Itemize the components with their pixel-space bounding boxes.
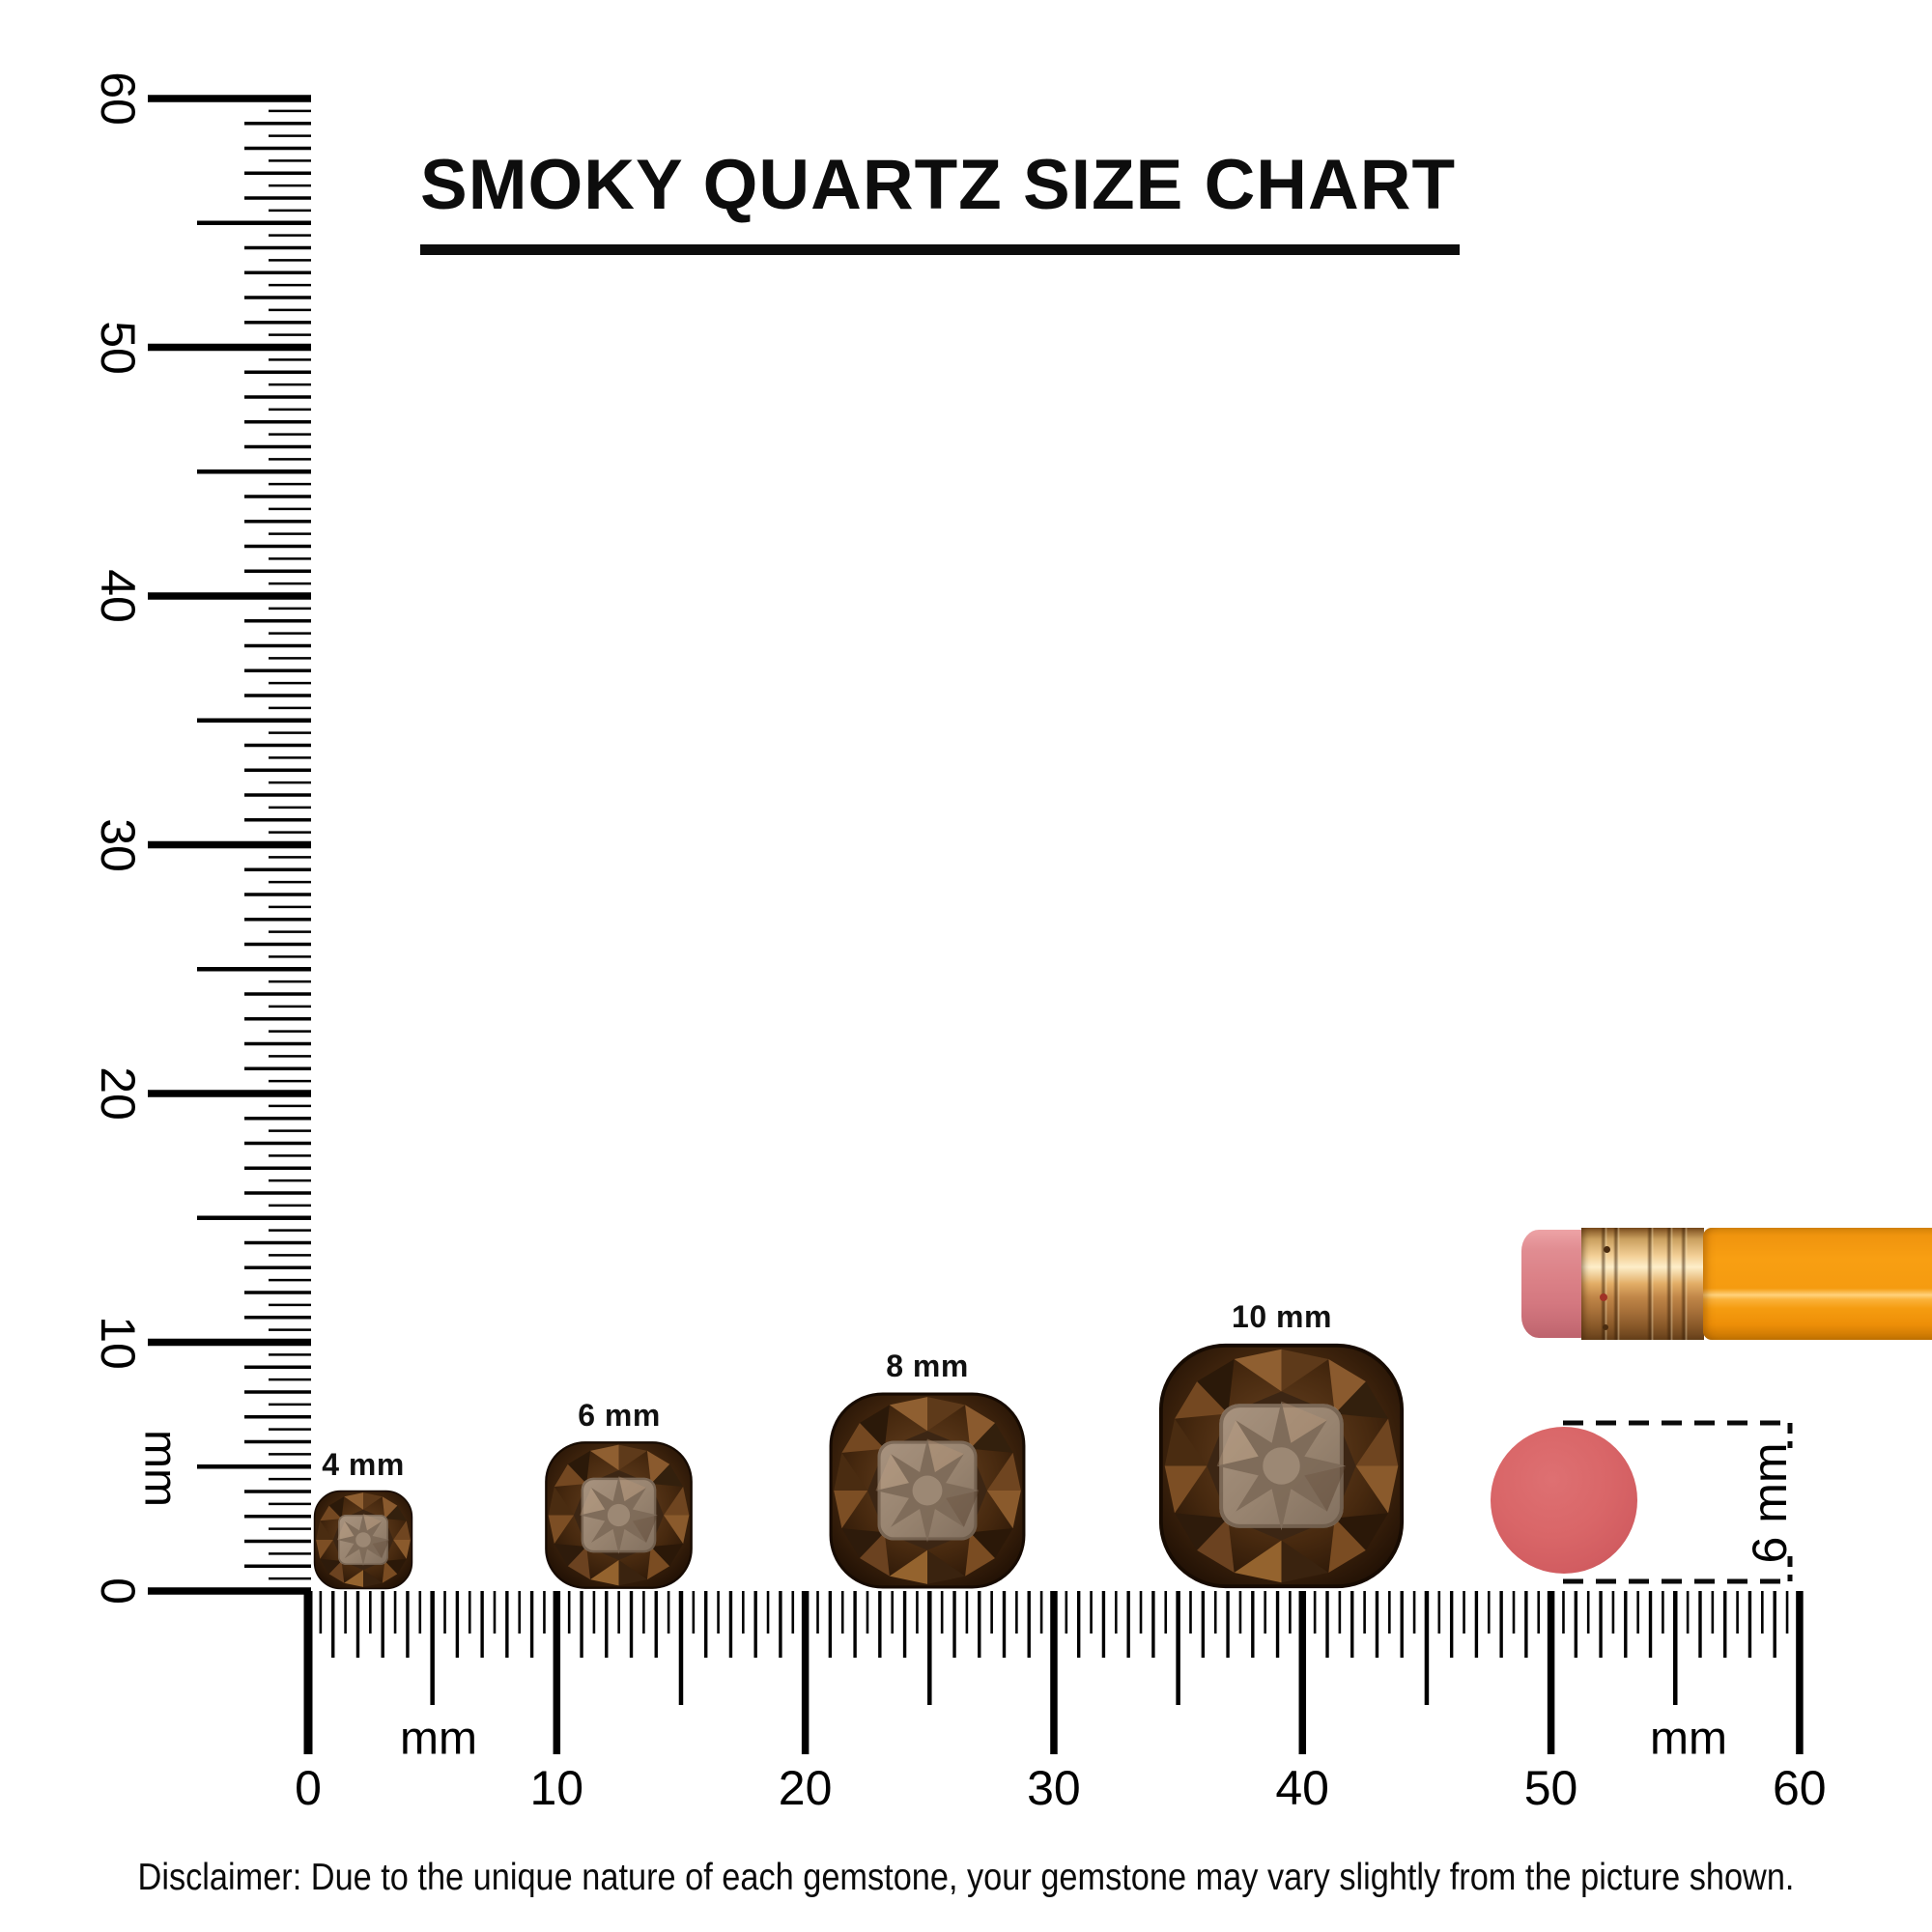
eraser-disc — [1491, 1427, 1637, 1574]
vertical-ruler-label: 20 — [91, 1066, 145, 1121]
ferrule-rivet — [1603, 1324, 1608, 1330]
horizontal-ruler-label: 50 — [1523, 1761, 1578, 1815]
ferrule-crimp — [1601, 1228, 1607, 1340]
gem-size-label-8mm: 8 mm — [886, 1349, 969, 1383]
vertical-ruler — [148, 95, 311, 1595]
gem-10mm — [1158, 1343, 1405, 1589]
horizontal-ruler-unit-left: mm — [400, 1713, 477, 1765]
horizontal-ruler-label: 0 — [295, 1761, 322, 1815]
eraser-dimension-label: 6 mm — [1743, 1442, 1797, 1564]
horizontal-ruler-label: 40 — [1275, 1761, 1329, 1815]
vertical-ruler-label: 0 — [91, 1577, 145, 1605]
gem-size-label-10mm: 10 mm — [1232, 1299, 1332, 1334]
ferrule-crimp — [1613, 1228, 1620, 1340]
ferrule-crimp — [1681, 1228, 1688, 1340]
gem-size-label-6mm: 6 mm — [578, 1398, 661, 1433]
gem-size-label-4mm: 4 mm — [322, 1447, 405, 1482]
ferrule-crimp — [1666, 1228, 1673, 1340]
vertical-ruler-label: 30 — [91, 817, 145, 872]
horizontal-ruler-label: 60 — [1772, 1761, 1827, 1815]
ferrule-rivet — [1600, 1293, 1607, 1301]
vertical-ruler-unit: mm — [134, 1430, 186, 1507]
pencil-body — [1703, 1228, 1932, 1340]
gem-8mm — [829, 1392, 1026, 1589]
pencil-ferrule — [1581, 1228, 1704, 1340]
eraser-dimension-lines — [1563, 1420, 1793, 1584]
disclaimer-text: Disclaimer: Due to the unique nature of … — [137, 1857, 1795, 1898]
gem-6mm — [545, 1441, 693, 1589]
horizontal-ruler — [303, 1591, 1804, 1754]
vertical-ruler-label: 50 — [91, 320, 145, 375]
horizontal-ruler-label: 10 — [529, 1761, 584, 1815]
horizontal-ruler-label: 20 — [778, 1761, 833, 1815]
ferrule-rivet — [1604, 1246, 1610, 1253]
page-title: SMOKY QUARTZ SIZE CHART — [420, 145, 1461, 255]
horizontal-ruler-label: 30 — [1027, 1761, 1081, 1815]
pencil-eraser-tip — [1521, 1230, 1583, 1338]
vertical-ruler-label: 40 — [91, 569, 145, 623]
horizontal-ruler-unit-right: mm — [1650, 1713, 1727, 1765]
vertical-ruler-label: 60 — [91, 71, 145, 126]
vertical-ruler-label: 10 — [91, 1315, 145, 1370]
ferrule-crimp — [1647, 1228, 1654, 1340]
gem-4mm — [313, 1490, 413, 1590]
pencil — [1521, 1228, 1932, 1340]
